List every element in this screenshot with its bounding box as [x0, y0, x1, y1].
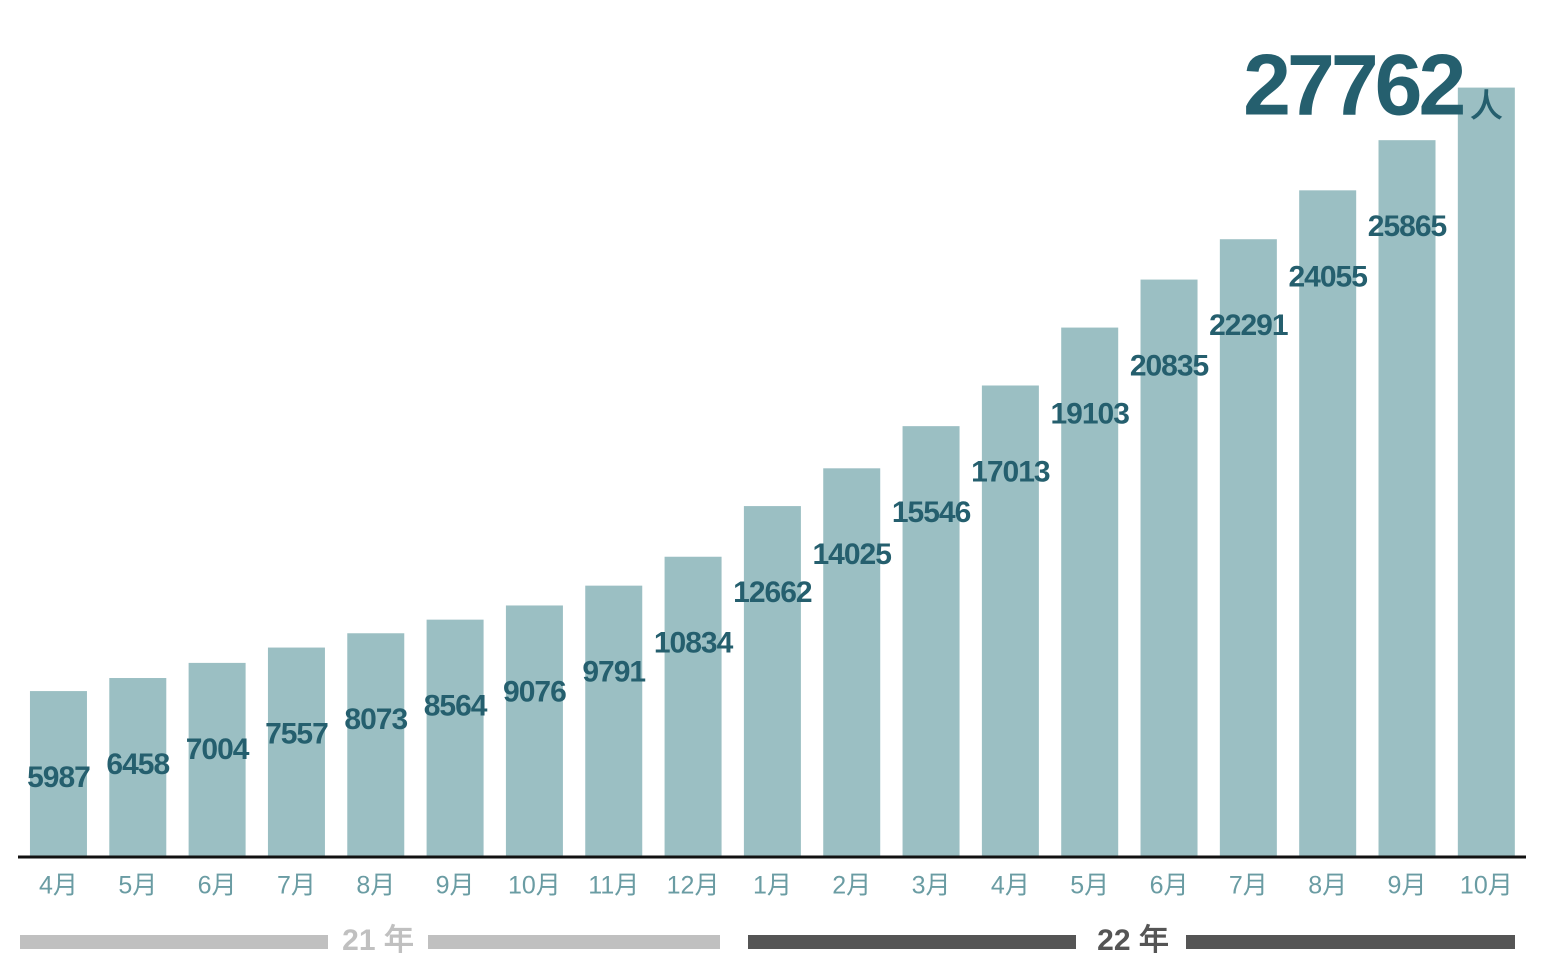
value-label: 10834 — [654, 627, 734, 660]
group-bar — [748, 935, 1076, 949]
x-tick-label: 1月 — [753, 872, 792, 900]
x-tick-label: 9月 — [436, 872, 475, 900]
x-tick-label: 12月 — [667, 872, 720, 900]
x-tick-label: 8月 — [1308, 872, 1347, 900]
bar — [29, 691, 87, 857]
value-label: 20835 — [1130, 349, 1209, 382]
group-bar — [428, 935, 720, 949]
bar — [267, 647, 325, 857]
x-tick-label: 8月 — [356, 872, 395, 900]
bar — [1378, 140, 1436, 858]
bar — [1140, 279, 1198, 857]
x-tick-label: 10月 — [1460, 872, 1513, 900]
x-tick-label: 4月 — [39, 872, 78, 900]
x-tick-label: 7月 — [1229, 872, 1268, 900]
bar — [743, 506, 801, 857]
bar — [981, 385, 1039, 857]
bar — [585, 585, 643, 857]
x-tick-label: 4月 — [991, 872, 1030, 900]
value-label: 19103 — [1050, 397, 1129, 430]
value-label: 8564 — [424, 690, 488, 723]
x-tick-label: 10月 — [508, 872, 561, 900]
bar — [109, 678, 167, 857]
value-label: 5987 — [27, 761, 90, 794]
value-label: 14025 — [813, 538, 892, 571]
group-bar — [20, 935, 328, 949]
group-label: 21 年 — [342, 924, 414, 957]
value-label: 25865 — [1368, 210, 1447, 243]
value-label: 24055 — [1288, 260, 1367, 293]
value-label: 12662 — [733, 576, 812, 609]
x-tick-label: 7月 — [277, 872, 316, 900]
value-label: 7004 — [186, 733, 250, 766]
x-tick-label: 9月 — [1388, 872, 1427, 900]
bar — [347, 633, 405, 857]
bar — [1061, 327, 1119, 858]
x-tick-label: 2月 — [832, 872, 871, 900]
x-tick-label: 6月 — [198, 872, 237, 900]
value-label: 6458 — [106, 748, 169, 781]
bar — [426, 619, 484, 857]
x-tick-label: 5月 — [1070, 872, 1109, 900]
bar — [1299, 190, 1357, 857]
unit-label: 人 — [1470, 87, 1502, 123]
value-label: 9791 — [582, 656, 645, 689]
x-tick-label: 11月 — [588, 872, 639, 900]
bar — [188, 662, 246, 857]
x-tick-label: 5月 — [118, 872, 157, 900]
bar — [823, 468, 881, 857]
value-label: 15546 — [892, 496, 971, 529]
value-label: 7557 — [265, 717, 328, 750]
group-label: 22 年 — [1097, 924, 1169, 957]
group-bar — [1186, 935, 1515, 949]
value-label: 17013 — [971, 455, 1050, 488]
bar — [505, 605, 563, 857]
value-label: 27762 — [1243, 38, 1463, 134]
x-tick-label: 3月 — [912, 872, 951, 900]
value-label: 8073 — [344, 703, 407, 736]
bar — [1457, 87, 1515, 857]
value-label: 22291 — [1209, 309, 1288, 342]
bar — [902, 426, 960, 857]
bar — [664, 556, 722, 857]
x-tick-label: 6月 — [1150, 872, 1189, 900]
value-label: 9076 — [503, 675, 566, 708]
bar — [1219, 239, 1277, 858]
